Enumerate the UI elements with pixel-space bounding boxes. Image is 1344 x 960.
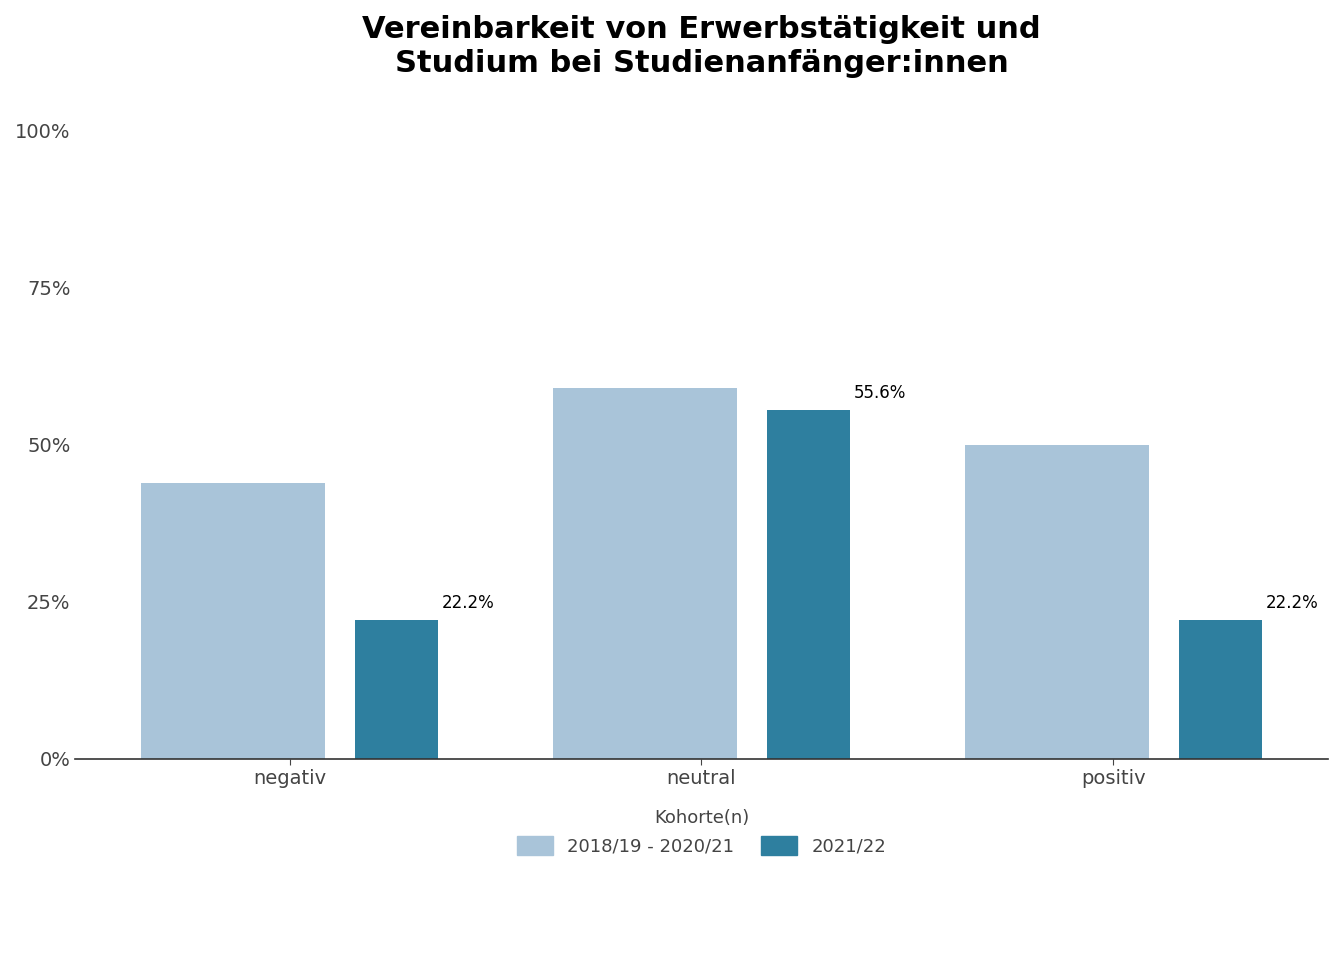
Text: 55.6%: 55.6% [853, 384, 906, 402]
Bar [141, 483, 325, 759]
Text: 22.2%: 22.2% [1266, 594, 1318, 612]
Bar [554, 602, 645, 759]
Text: 22.2%: 22.2% [442, 594, 495, 612]
Legend: 2018/19 - 2020/21, 2021/22: 2018/19 - 2020/21, 2021/22 [516, 809, 887, 855]
Bar [554, 389, 737, 759]
Bar [1179, 619, 1262, 759]
Bar [965, 664, 1058, 759]
Bar [355, 619, 438, 759]
Title: Vereinbarkeit von Erwerbstätigkeit und
Studium bei Studienanfänger:innen: Vereinbarkeit von Erwerbstätigkeit und S… [362, 15, 1040, 78]
Bar [965, 444, 1149, 759]
Bar [766, 410, 849, 759]
Bar [141, 570, 265, 759]
Bar [141, 595, 234, 759]
Bar [965, 602, 1089, 759]
Bar [554, 552, 676, 759]
